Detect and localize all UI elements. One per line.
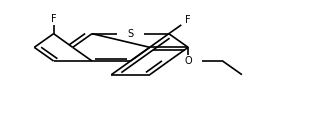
Text: O: O — [184, 56, 192, 66]
Text: F: F — [185, 15, 191, 25]
Text: F: F — [51, 14, 56, 24]
Text: S: S — [127, 29, 134, 39]
